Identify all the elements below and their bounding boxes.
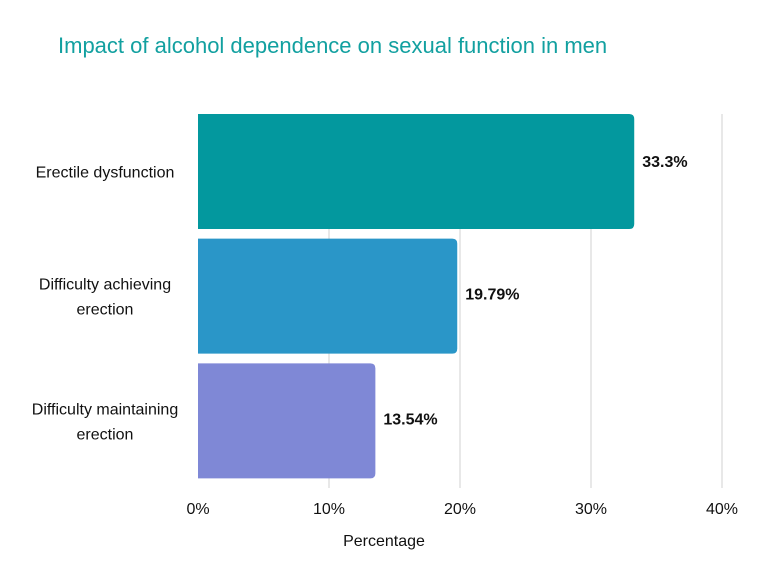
data-label: 13.54% bbox=[383, 411, 437, 428]
data-label: 33.3% bbox=[642, 154, 687, 171]
bar bbox=[198, 238, 458, 354]
x-axis-label: Percentage bbox=[343, 533, 425, 550]
bar bbox=[198, 114, 635, 229]
category-label: erection bbox=[77, 426, 134, 443]
x-tick-label: 40% bbox=[706, 501, 738, 518]
category-label: Difficulty maintaining bbox=[32, 401, 178, 418]
x-tick-label: 30% bbox=[575, 501, 607, 518]
chart-title: Impact of alcohol dependence on sexual f… bbox=[58, 33, 608, 58]
category-label: erection bbox=[77, 302, 134, 319]
category-label: Erectile dysfunction bbox=[36, 165, 175, 182]
x-tick-label: 0% bbox=[186, 501, 209, 518]
category-label: Difficulty achieving bbox=[39, 277, 171, 294]
bar bbox=[198, 363, 376, 479]
x-tick-label: 20% bbox=[444, 501, 476, 518]
data-label: 19.79% bbox=[465, 287, 519, 304]
x-tick-label: 10% bbox=[313, 501, 345, 518]
